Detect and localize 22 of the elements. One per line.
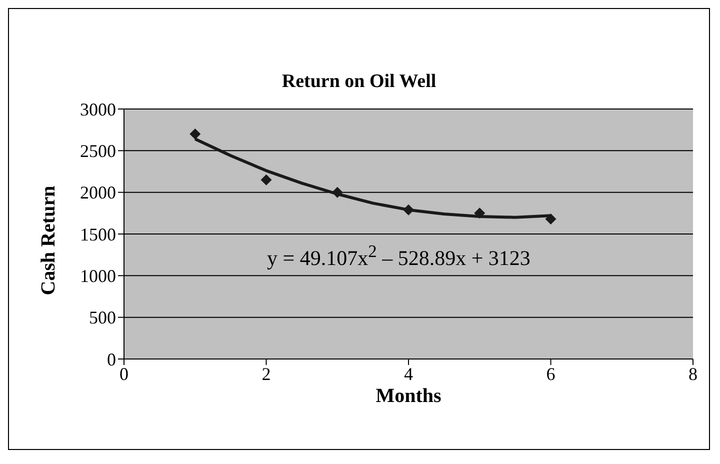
y-tick-label: 0 bbox=[107, 349, 116, 370]
point bbox=[403, 204, 414, 216]
annotation: y = 49.107x$^{2}$ – 528.89x + 3123 bbox=[267, 241, 530, 271]
y-tick-label: 500 bbox=[89, 308, 116, 328]
point bbox=[545, 214, 556, 224]
x-tick-label: 8 bbox=[688, 364, 698, 384]
y-axis-title: Cash Return bbox=[38, 184, 60, 298]
y-tick-label: 1500 bbox=[80, 224, 116, 244]
y-tick-label: 2500 bbox=[80, 141, 116, 162]
chart-title: Return on Oil Well bbox=[280, 71, 438, 93]
point bbox=[474, 208, 486, 219]
point bbox=[332, 186, 343, 198]
y-tick-label: 3000 bbox=[80, 99, 116, 120]
x-tick-label: 6 bbox=[546, 364, 556, 384]
y-tick-label: 1000 bbox=[80, 266, 116, 286]
x-tick-label: 2 bbox=[262, 364, 271, 384]
y-tick-label: 2000 bbox=[80, 182, 116, 203]
point bbox=[190, 128, 201, 140]
point bbox=[260, 174, 272, 186]
x-tick-label: 4 bbox=[404, 364, 413, 384]
x-axis-title: Months bbox=[376, 385, 442, 407]
x-tick-label: 0 bbox=[120, 364, 128, 384]
